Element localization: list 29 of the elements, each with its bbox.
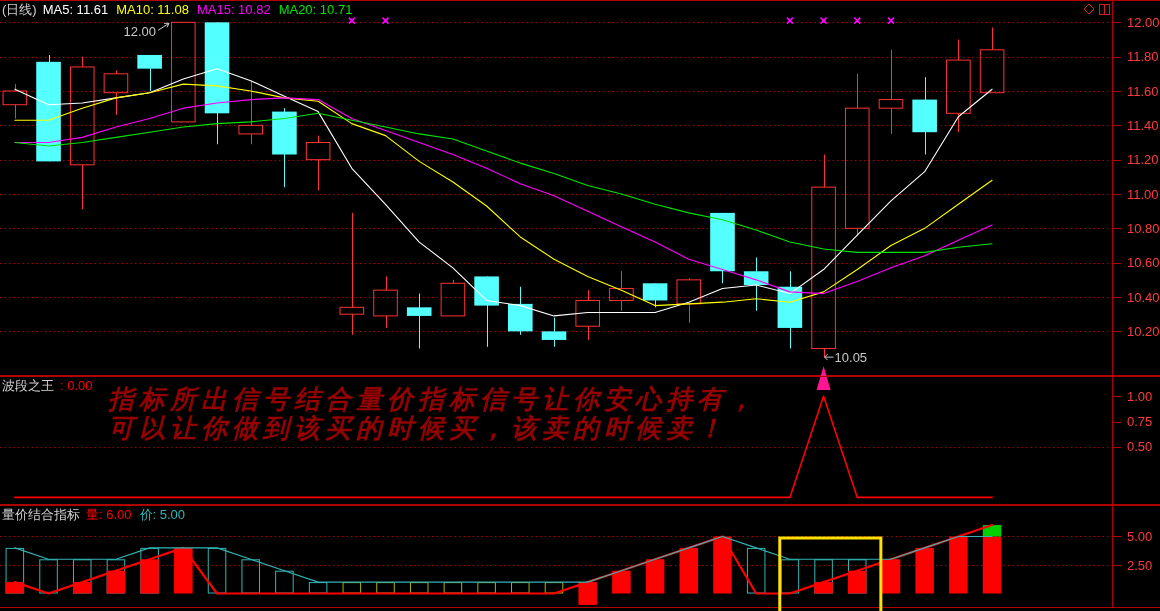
y-tick-label: 11.40 xyxy=(1127,117,1159,133)
annotation: 可以让你做到该买的时候买，该卖的时候卖！ xyxy=(108,413,728,443)
text: MA5: 11.61 xyxy=(42,1,109,17)
chart-title: 量价结合指标 xyxy=(2,506,80,522)
text: 量: 6.00 xyxy=(86,506,132,522)
annotation: 指标所出信号结合量价指标信号让你安心持有， xyxy=(108,384,759,414)
y-tick-label: 11.80 xyxy=(1127,49,1159,65)
y-tick-label: 11.20 xyxy=(1127,152,1159,168)
text: MA10: 11.08 xyxy=(116,1,189,17)
text: MA20: 10.71 xyxy=(278,1,353,17)
annotation: 10.05 xyxy=(834,350,868,366)
text: MA15: 10.82 xyxy=(196,1,271,17)
text: 价: 5.00 xyxy=(138,506,186,522)
y-tick-label: 10.40 xyxy=(1127,289,1160,305)
chart-title: 波段之王 xyxy=(2,377,54,393)
y-tick-label: 5.00 xyxy=(1127,529,1153,545)
y-tick-label: 12.00 xyxy=(1127,14,1160,30)
chart-title: (日线) xyxy=(2,1,37,17)
y-tick-label: 1.00 xyxy=(1127,388,1153,404)
y-tick-label: 10.80 xyxy=(1127,220,1160,236)
y-tick-label: 0.50 xyxy=(1127,439,1153,455)
y-tick-label: 10.20 xyxy=(1127,323,1160,339)
y-tick-label: 10.60 xyxy=(1127,255,1160,271)
y-tick-label: 11.60 xyxy=(1127,83,1159,99)
text: : 0.00 xyxy=(60,377,93,393)
annotation: 12.00 xyxy=(123,24,157,40)
y-tick-label: 11.00 xyxy=(1127,186,1159,202)
y-tick-label: 0.75 xyxy=(1127,414,1153,430)
y-tick-label: 2.50 xyxy=(1127,557,1153,573)
